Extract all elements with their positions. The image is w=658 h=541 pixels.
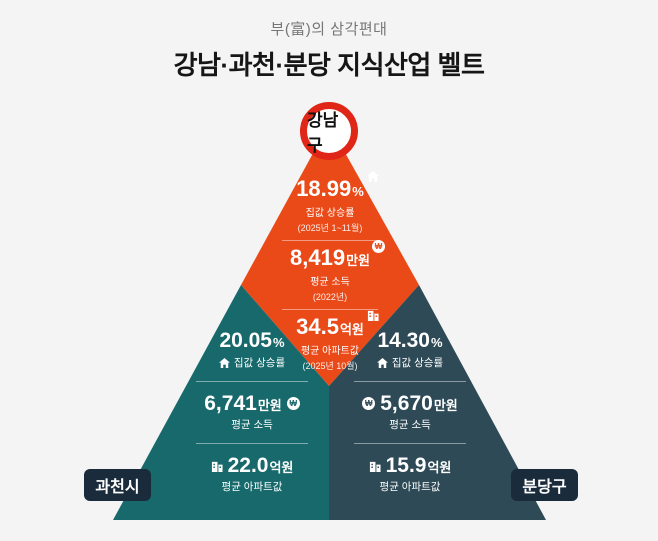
stat-value: ₩ 5,670 만원 — [337, 393, 483, 414]
divider — [282, 309, 378, 310]
gwacheon-stat-price-growth: 20.05% 집값 상승률 — [179, 330, 325, 370]
stat-unit: % — [352, 184, 364, 199]
gwacheon-label-badge: 과천시 — [84, 469, 151, 501]
stat-label: 평균 소득 — [231, 419, 273, 431]
stat-period: (2022년) — [312, 292, 348, 302]
badge-label: 강남구 — [307, 111, 339, 155]
bundang-region-shape — [329, 285, 546, 520]
stat-label: 집값 상승률 — [305, 208, 355, 219]
header: 부(富)의 삼각편대 강남·과천·분당 지식산업 벨트 — [0, 18, 658, 82]
building-icon — [367, 309, 379, 321]
stat-value: 34.5 억원 — [296, 310, 379, 339]
stat-value: 6,741 만원 ₩ — [179, 393, 325, 414]
stat-label: 평균 아파트값 — [301, 346, 359, 357]
stat-number: 34.5 — [296, 314, 339, 339]
house-icon — [366, 171, 379, 182]
won-icon: ₩ — [371, 240, 385, 253]
bundang-label-badge: 분당구 — [511, 469, 578, 501]
gangnam-stats-panel: 18.99% 집값 상승률 (2025년 1~11월) 8,419 만원 ₩ 평균… — [244, 171, 416, 372]
won-icon: ₩ — [286, 397, 300, 410]
stat-period: (2025년 10월) — [302, 361, 358, 371]
won-symbol: ₩ — [289, 398, 298, 408]
stat-label: 집값 상승률 — [337, 355, 483, 370]
house-icon — [218, 357, 230, 368]
gwacheon-stats-panel: 20.05% 집값 상승률 6,741 만원 ₩ 평균 소득 — [179, 330, 325, 494]
stat-label-text: 집값 상승률 — [233, 357, 286, 369]
stat-number: 18.99 — [296, 176, 352, 201]
divider — [196, 381, 308, 382]
gangnam-label-badge: 강남구 — [300, 102, 358, 160]
stat-value: 22.0 억원 — [179, 455, 325, 476]
gwacheon-stat-avg-apartment-price: 22.0 억원 평균 아파트값 — [179, 455, 325, 494]
stat-unit: 만원 — [346, 253, 370, 268]
stat-unit: 억원 — [269, 460, 294, 475]
stat-unit: 만원 — [433, 398, 458, 413]
stat-label: 평균 소득 — [310, 277, 350, 288]
page-subtitle: 부(富)의 삼각편대 — [270, 21, 388, 38]
divider — [354, 381, 466, 382]
house-icon — [376, 357, 388, 368]
stat-value: 8,419 만원 ₩ — [290, 240, 385, 270]
divider — [196, 443, 308, 444]
stat-number: 6,741 — [204, 392, 257, 415]
building-icon — [211, 460, 223, 472]
won-symbol: ₩ — [364, 398, 373, 408]
stat-unit: 억원 — [427, 460, 452, 475]
divider — [354, 443, 466, 444]
badge-label: 분당구 — [522, 479, 567, 496]
stat-number: 14.30 — [377, 329, 430, 352]
stat-number: 22.0 — [227, 454, 269, 477]
stat-value: 18.99% — [296, 171, 379, 201]
stat-value: 15.9 억원 — [337, 455, 483, 476]
bundang-stat-price-growth: 14.30% 집값 상승률 — [337, 330, 483, 370]
gangnam-stat-price-growth: 18.99% 집값 상승률 (2025년 1~11월) — [244, 171, 416, 234]
stat-number: 8,419 — [290, 245, 346, 270]
stat-unit: % — [431, 335, 443, 350]
stat-label: 평균 아파트값 — [379, 481, 441, 493]
building-icon — [369, 460, 381, 472]
stat-number: 15.9 — [385, 454, 427, 477]
stat-value: 14.30% — [377, 330, 442, 351]
gangnam-stat-avg-apartment-price: 34.5 억원 평균 아파트값 (2025년 10월) — [244, 310, 416, 372]
badge-label: 과천시 — [95, 479, 140, 496]
stat-label: 평균 소득 — [389, 419, 431, 431]
won-symbol: ₩ — [374, 241, 383, 251]
bundang-stat-avg-apartment-price: 15.9 억원 평균 아파트값 — [337, 455, 483, 494]
divider — [282, 240, 378, 241]
stat-unit: 만원 — [257, 398, 282, 413]
stat-period: (2025년 1~11월) — [297, 223, 363, 233]
stat-unit: % — [273, 335, 285, 350]
stat-value: 20.05% — [219, 330, 284, 351]
gwacheon-region-shape — [113, 285, 329, 520]
stat-unit: 억원 — [339, 322, 364, 337]
stat-number: 5,670 — [380, 392, 433, 415]
page-title: 강남·과천·분당 지식산업 벨트 — [173, 50, 485, 80]
stat-label: 평균 아파트값 — [221, 481, 283, 493]
won-icon: ₩ — [362, 397, 376, 410]
stat-label-text: 집값 상승률 — [391, 357, 444, 369]
gwacheon-stat-avg-income: 6,741 만원 ₩ 평균 소득 — [179, 393, 325, 432]
bundang-stats-panel: 14.30% 집값 상승률 ₩ 5,670 만원 평균 소득 — [337, 330, 483, 494]
stat-label: 집값 상승률 — [179, 355, 325, 370]
bundang-stat-avg-income: ₩ 5,670 만원 평균 소득 — [337, 393, 483, 432]
gangnam-stat-avg-income: 8,419 만원 ₩ 평균 소득 (2022년) — [244, 240, 416, 303]
stat-number: 20.05 — [219, 329, 272, 352]
